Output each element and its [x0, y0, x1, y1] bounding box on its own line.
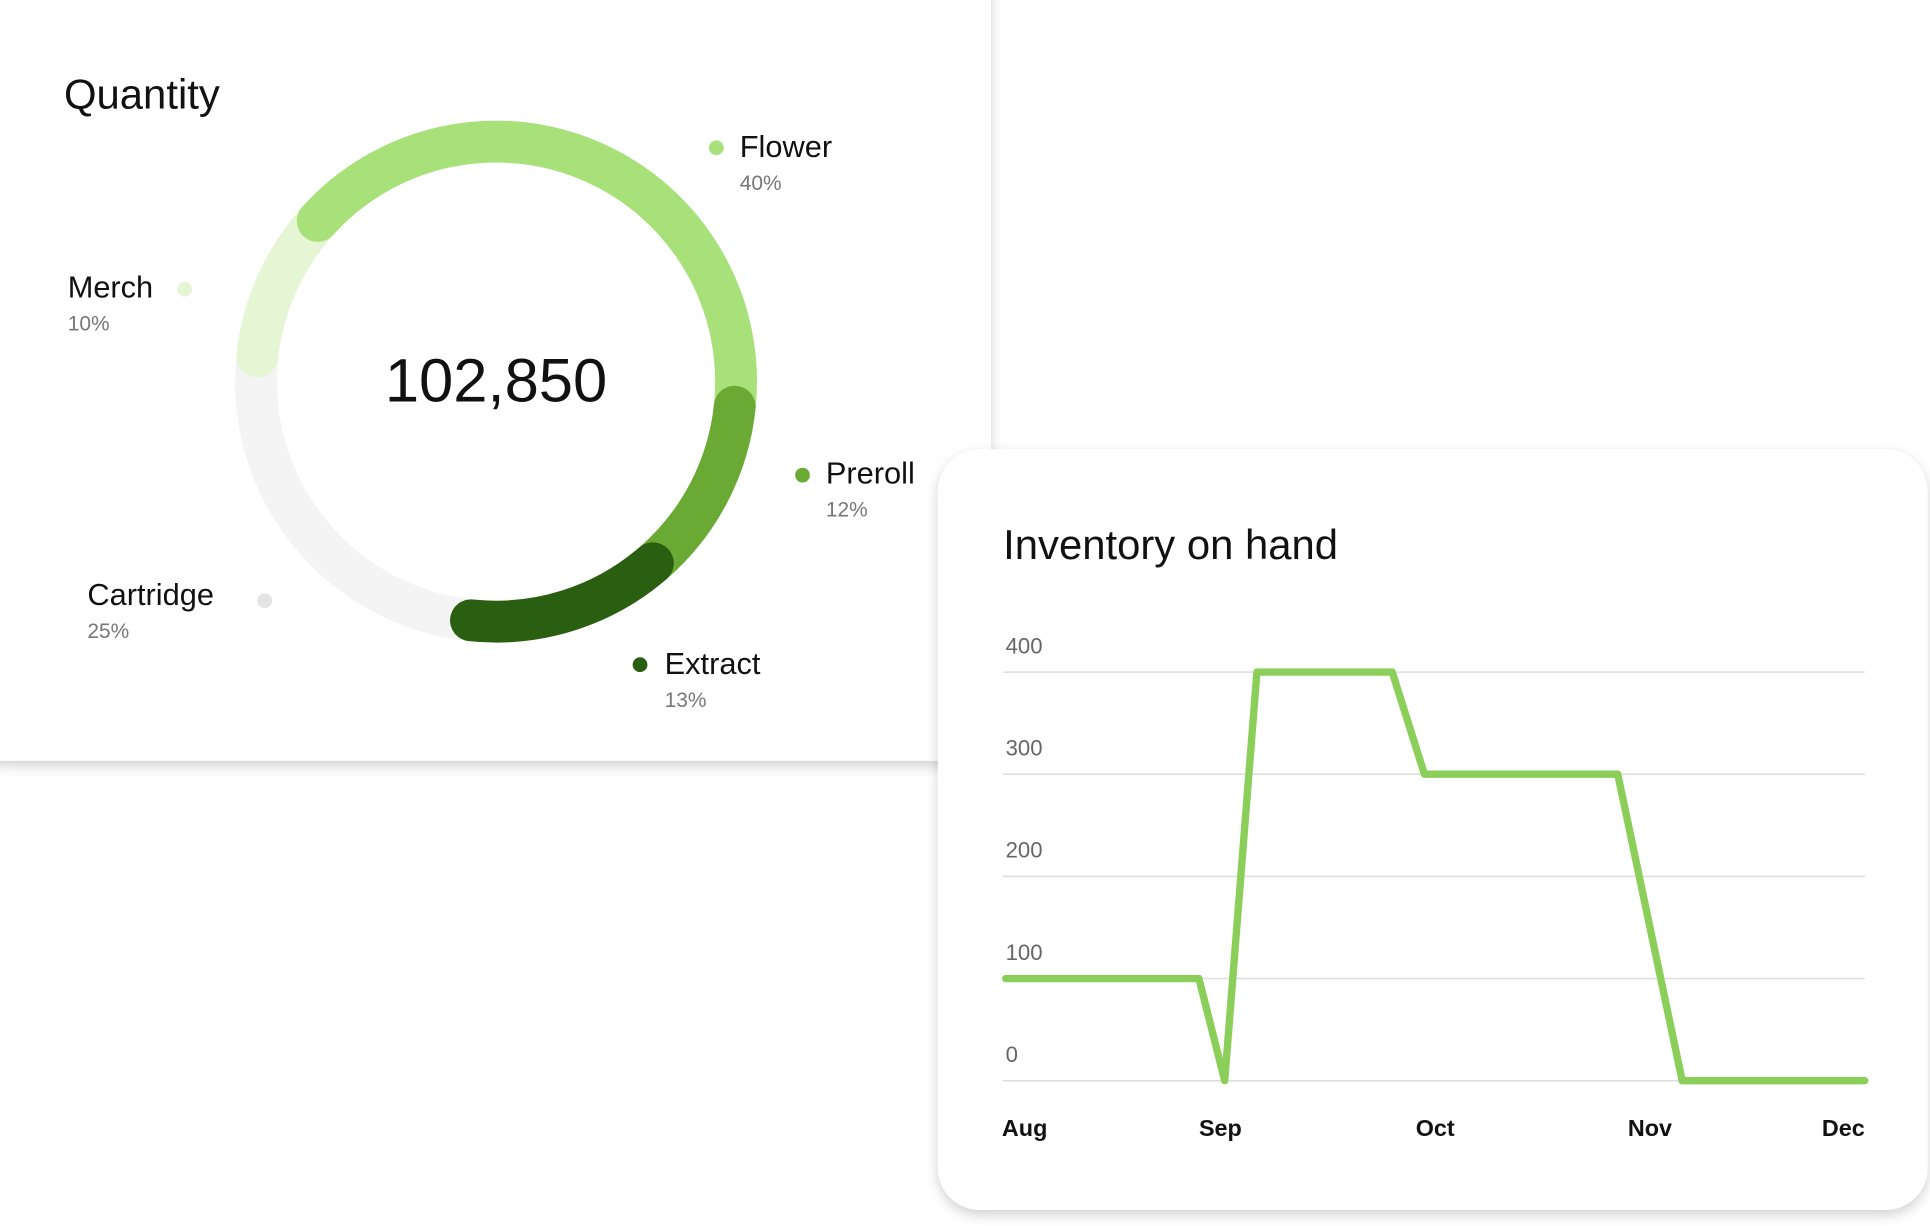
- legend-dot: [795, 467, 810, 483]
- center-label: 102,850: [385, 347, 607, 416]
- legend-label: Flower: [740, 129, 832, 164]
- legend-value: 12%: [826, 498, 868, 521]
- legend-value: 10%: [68, 313, 110, 336]
- legend-dot: [632, 657, 648, 673]
- x-tick-label: Sep: [1199, 1115, 1242, 1141]
- legend-label: Cartridge: [87, 577, 214, 612]
- quantity-card: [0, 0, 991, 761]
- legend-dot: [708, 140, 724, 156]
- legend-label: Preroll: [826, 455, 915, 490]
- x-tick-label: Nov: [1628, 1115, 1672, 1141]
- legend-label: Extract: [665, 646, 761, 681]
- y-tick-label: 0: [1006, 1042, 1018, 1067]
- x-tick-label: Oct: [1416, 1115, 1455, 1141]
- inventory-card: [937, 449, 1928, 1210]
- x-tick-label: Dec: [1822, 1115, 1865, 1141]
- y-tick-label: 200: [1006, 838, 1043, 863]
- legend-value: 25%: [87, 620, 129, 643]
- legend-value: 13%: [665, 689, 707, 712]
- donut-segment: [450, 542, 674, 643]
- legend-dot: [177, 281, 193, 297]
- line-chart: 0 100 200 300 400 Aug Sep Oct Nov Dec: [1001, 633, 1869, 1141]
- donut: Flower 40% Preroll 12% Extract 13% Cartridge 25…: [68, 120, 915, 712]
- y-tick-label: 400: [1006, 633, 1043, 658]
- legend-label: Merch: [68, 269, 153, 304]
- card-title: Quantity: [64, 70, 220, 117]
- legend-value: 40%: [740, 172, 782, 195]
- line-series: [1001, 668, 1869, 1085]
- card-title: Inventory on hand: [1003, 521, 1338, 568]
- donut-segment: [631, 385, 756, 585]
- legend-dot: [257, 593, 273, 609]
- donut-segment: [235, 335, 492, 642]
- y-tick-label: 100: [1006, 940, 1043, 965]
- donut-segment: [296, 120, 757, 428]
- x-tick-label: Aug: [1002, 1115, 1047, 1141]
- y-tick-label: 300: [1006, 735, 1043, 760]
